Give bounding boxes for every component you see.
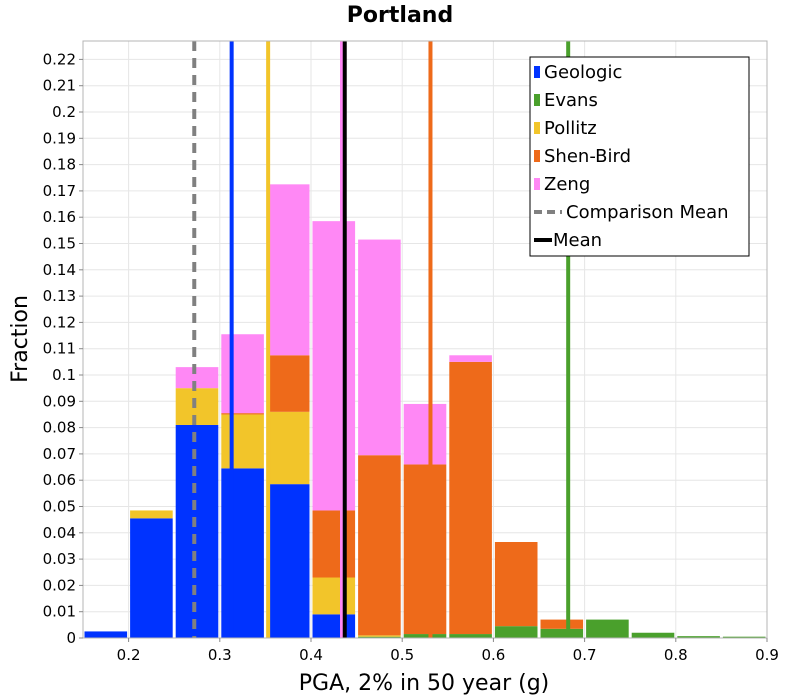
plot-border: [82, 40, 768, 639]
y-tick-label: 0.21: [43, 77, 76, 95]
y-tick-label: 0.04: [43, 524, 76, 542]
x-axis-label: PGA, 2% in 50 year (g): [299, 671, 550, 696]
x-tick-label: 0.8: [664, 646, 688, 664]
bar-pollitz: [221, 414, 264, 469]
y-tick-label: 0.15: [43, 235, 76, 253]
bar-pollitz: [266, 411, 310, 485]
bar-evans: [494, 626, 538, 638]
legend-box: [529, 56, 750, 257]
y-tick-label: 0.08: [43, 419, 76, 437]
y-axis-label: Fraction: [8, 295, 33, 383]
bar-pollitz: [130, 510, 173, 519]
y-tick-label: 0.14: [43, 261, 76, 279]
legend-label: Shen-Bird: [544, 146, 631, 167]
y-tick-label: 0.11: [43, 340, 76, 358]
y-tick-label: 0.17: [43, 182, 76, 200]
legend-label: Pollitz: [544, 118, 597, 139]
y-tick-label: 0.12: [43, 313, 76, 331]
bar-evans: [358, 636, 401, 638]
y-tick-label: 0: [66, 629, 76, 647]
legend-swatch: [534, 122, 540, 134]
y-tick-label: 0.2: [52, 103, 76, 121]
bar-zeng: [221, 334, 264, 414]
bar-pollitz: [175, 388, 219, 425]
bar-geologic: [221, 468, 264, 638]
y-tick-label: 0.22: [43, 50, 76, 68]
legend-label: Zeng: [544, 174, 590, 195]
bar-zeng: [266, 184, 310, 356]
y-tick-label: 0.07: [43, 445, 76, 463]
y-tick-label: 0.19: [43, 129, 76, 147]
bar-zeng: [449, 355, 492, 362]
y-tick-label: 0.02: [43, 576, 76, 594]
x-tick-label: 0.7: [573, 646, 597, 664]
y-tick-label: 0.05: [43, 498, 76, 516]
bar-shen-bird: [540, 619, 584, 629]
bar-shen-bird: [403, 464, 447, 635]
bar-shen-bird: [221, 413, 264, 415]
bar-evans: [631, 632, 675, 638]
bar-geologic: [130, 518, 173, 638]
bars: [84, 184, 766, 638]
legend-swatch: [534, 66, 540, 78]
legend-swatch: [534, 94, 540, 106]
bar-evans: [540, 628, 584, 638]
bar-evans: [449, 634, 492, 638]
bar-shen-bird: [266, 355, 310, 412]
legend-swatch: [534, 150, 540, 162]
x-tick-label: 0.3: [208, 646, 232, 664]
y-tick-label: 0.01: [43, 603, 76, 621]
bar-evans: [403, 634, 447, 638]
bar-zeng: [175, 367, 219, 389]
bar-zeng: [358, 239, 401, 456]
legend-swatch: [534, 178, 540, 190]
bar-zeng: [403, 403, 447, 465]
legend-label: Comparison Mean: [566, 202, 729, 223]
bar-geologic: [84, 631, 128, 638]
bar-geologic: [175, 424, 219, 638]
x-tick-label: 0.5: [390, 646, 414, 664]
bar-shen-bird: [312, 510, 356, 578]
bar-shen-bird: [358, 455, 401, 636]
bar-evans: [722, 636, 766, 638]
y-tick-label: 0.06: [43, 471, 76, 489]
chart-title: Portland: [347, 3, 453, 28]
x-tick-label: 0.4: [299, 646, 323, 664]
legend: Geologic Evans Pollitz Shen-Bird Zeng Compari…: [529, 56, 750, 257]
bar-zeng: [312, 221, 356, 511]
x-axis-ticks: 0.2 0.3 0.4 0.5 0.6 0.7 0.8 0.9: [117, 638, 779, 664]
bar-evans: [677, 636, 720, 638]
bar-geologic: [312, 614, 356, 638]
y-tick-label: 0.1: [52, 366, 76, 384]
bar-evans: [586, 619, 629, 638]
legend-label: Mean: [553, 230, 602, 251]
x-tick-label: 0.2: [117, 646, 141, 664]
x-tick-label: 0.6: [481, 646, 505, 664]
y-tick-label: 0.09: [43, 392, 76, 410]
bar-pollitz: [312, 577, 356, 615]
legend-label: Geologic: [544, 62, 622, 83]
y-tick-label: 0.18: [43, 156, 76, 174]
bar-pollitz: [358, 635, 401, 637]
bar-shen-bird: [449, 361, 492, 635]
y-tick-label: 0.16: [43, 208, 76, 226]
legend-label: Evans: [544, 90, 598, 111]
y-tick-label: 0.13: [43, 287, 76, 305]
y-axis-ticks: 0 0.01 0.02 0.03 0.04 0.05 0.06 0.07 0.08 0.09 0.1…: [43, 50, 83, 647]
x-tick-label: 0.9: [755, 646, 779, 664]
bar-geologic: [266, 484, 310, 638]
bar-shen-bird: [494, 542, 538, 627]
y-tick-label: 0.03: [43, 550, 76, 568]
reference-lines: [192, 41, 571, 638]
